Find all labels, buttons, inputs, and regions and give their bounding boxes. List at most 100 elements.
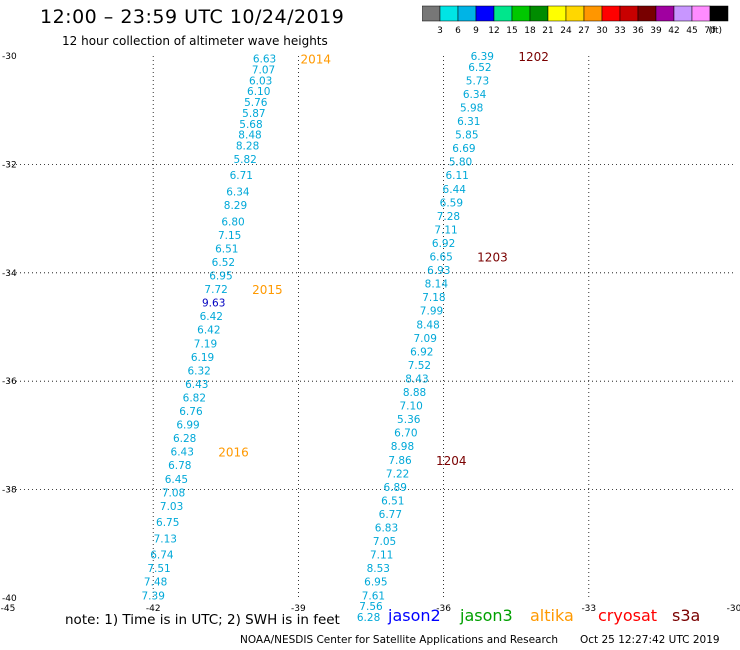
colorbar-label: 45 [686,26,697,36]
wave-height-value: 5.80 [449,157,472,169]
color-scale-legend: 3 6 9 12 15 18 21 24 27 30 33 36 39 42 45 70(ft) [422,5,729,36]
pass-id-label: 2014 [301,53,332,67]
pass-id-label: 2016 [218,446,249,460]
wave-height-value: 6.70 [394,428,417,440]
wave-height-value: 5.85 [455,130,478,142]
wave-height-value: 8.28 [236,140,259,152]
wave-height-value: 5.82 [233,154,256,166]
wave-height-value: 8.88 [403,387,426,399]
wave-height-value: 6.03 [249,75,272,87]
lon-tick-label: -33 [581,604,596,614]
colorbar-label: 27 [578,26,589,36]
colorbar-label: 42 [668,26,679,36]
lon-tick-label: -45 [1,604,16,614]
wave-height-value: 6.52 [212,257,235,269]
wave-height-value: 8.29 [224,200,247,212]
legend-altika: altika [530,606,574,625]
colorbar-label: 12 [488,26,499,36]
wave-height-value: 5.98 [460,102,483,114]
wave-height-value: 6.42 [197,325,220,337]
lon-tick-label: -36 [436,604,451,614]
pass-id-label: 1202 [518,50,549,64]
wave-height-value: 7.99 [420,306,443,318]
colorbar-label: 36 [632,26,644,36]
wave-height-value: 6.92 [432,238,455,250]
wave-height-value: 7.86 [388,455,412,467]
lat-tick-label: -32 [2,160,17,170]
wave-height-value: 6.45 [165,474,188,486]
wave-height-value: 6.42 [200,311,223,323]
lat-tick-label: -30 [2,52,17,62]
wave-height-value: 5.36 [397,414,421,426]
wave-height-value: 7.56 [359,601,383,613]
lon-tick-label: -30 [727,604,740,614]
wave-height-value: 6.80 [221,216,244,228]
wave-height-value: 6.28 [357,612,380,624]
wave-height-value: 7.15 [218,230,241,242]
wave-height-value: 6.92 [410,346,433,358]
wave-height-value: 7.39 [142,590,165,602]
wave-height-value: 6.74 [150,550,174,562]
colorbar-label: 3 [437,26,443,36]
units-note: note: 1) Time is in UTC; 2) SWH is in fe… [65,612,340,628]
wave-height-value: 7.19 [194,338,217,350]
wave-height-value: 7.72 [204,284,227,296]
colorbar-label: 70 [704,26,716,36]
legend-jason3: jason3 [460,606,513,625]
wave-height-value: 6.82 [183,392,206,404]
wave-height-value: 6.63 [253,54,276,66]
wave-height-value: 6.32 [187,365,210,377]
wave-height-value: 7.52 [408,360,431,372]
lat-tick-label: -38 [2,486,17,496]
wave-height-value: 7.11 [370,550,393,562]
wave-height-value: 6.39 [471,51,494,63]
wave-height-value: 6.11 [445,170,468,182]
wave-height-value: 6.28 [173,433,196,445]
lat-tick-label: -40 [2,594,17,604]
wave-height-value: 9.63 [202,298,225,310]
pass-id-label: 2015 [252,283,283,297]
wave-height-value: 6.95 [209,271,232,283]
wave-height-value: 6.71 [230,170,253,182]
wave-height-value: 8.14 [425,279,449,291]
wave-height-value: 6.99 [176,420,199,432]
wave-height-value: 6.34 [226,187,250,199]
lat-tick-label: -36 [2,377,17,387]
colorbar-label: 30 [596,26,608,36]
colorbar-label: 18 [524,26,536,36]
wave-height-value: 6.10 [247,86,270,98]
wave-height-value: 6.43 [171,447,194,459]
wave-height-value: 6.77 [379,509,402,521]
wave-height-value: 6.43 [185,379,208,391]
wave-height-value: 7.07 [252,65,275,77]
wave-height-value: 7.28 [437,211,460,223]
wave-height-value: 8.48 [238,130,261,142]
lat-tick-label: -34 [2,269,17,279]
pass-id-label: 1204 [436,454,467,468]
colorbar-label: 33 [614,26,625,36]
wave-height-value: 8.98 [391,441,414,453]
wave-height-value: 7.03 [160,501,183,513]
colorbar-label: 24 [560,26,572,36]
wave-height-value: 6.59 [440,197,463,209]
wave-height-value: 6.95 [364,577,387,589]
wave-height-value: 6.75 [156,517,179,529]
wave-height-value: 6.83 [375,523,398,535]
wave-height-value: 7.09 [414,333,437,345]
wave-height-value: 6.44 [443,184,467,196]
colorbar-label: 15 [506,26,517,36]
wave-height-value: 6.93 [427,265,450,277]
wave-height-value: 6.34 [463,89,487,101]
wave-height-value: 7.61 [362,590,385,602]
colorbar-label: 6 [455,26,461,36]
colorbar-label: 21 [542,26,553,36]
wave-height-value: 7.22 [386,468,409,480]
colorbar-label: 9 [473,26,479,36]
wave-height-value: 5.68 [239,119,262,131]
wave-height-value: 5.73 [466,75,489,87]
wave-height-value: 5.87 [242,108,265,120]
lon-tick-label: -39 [291,604,306,614]
wave-height-value: 6.76 [179,406,203,418]
wave-height-value: 7.08 [162,487,185,499]
